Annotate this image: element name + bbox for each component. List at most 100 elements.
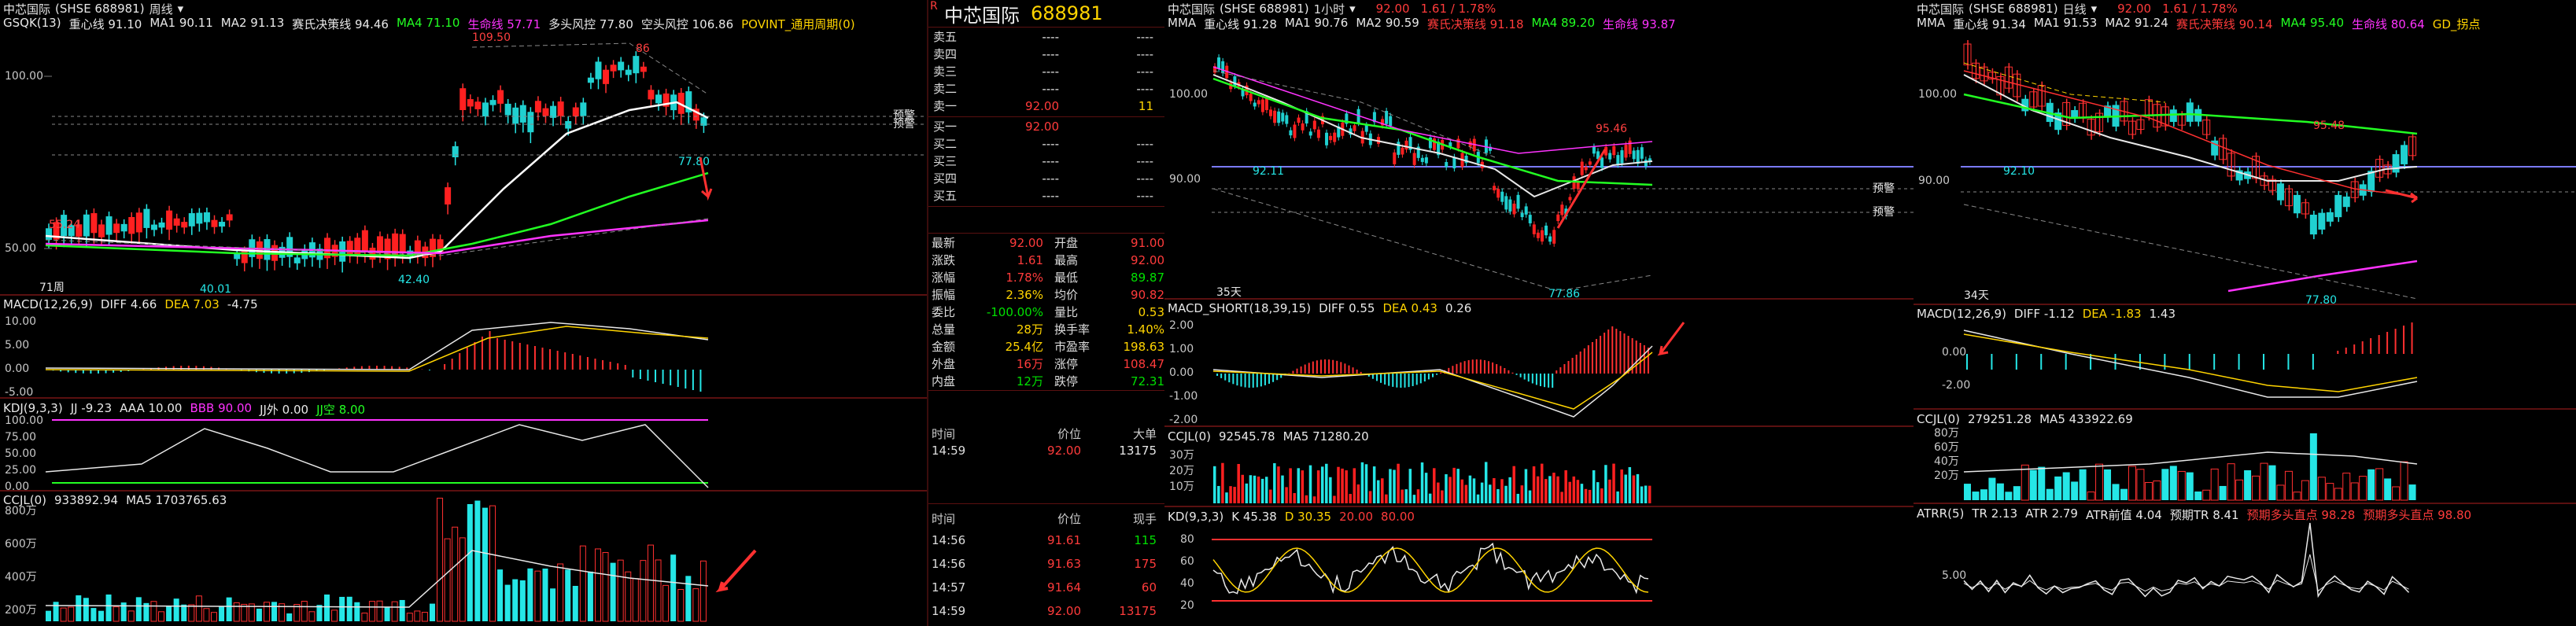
candle-body: [2334, 194, 2342, 218]
chevron-down-icon[interactable]: ▾: [177, 2, 184, 16]
column-header: 价位: [1057, 426, 1081, 441]
trade-time: 14:59: [932, 444, 966, 458]
chevron-down-icon[interactable]: ▾: [2091, 2, 2098, 16]
candle-body: [1980, 66, 1988, 82]
volume-bar: [2392, 486, 2401, 501]
candle-body: [1584, 167, 1588, 171]
candle-body: [474, 101, 482, 109]
volume-bar: [1412, 495, 1416, 503]
volume-bar: [1497, 488, 1500, 503]
stock-name: 中芯国际: [1168, 2, 1216, 17]
volume-bar: [1592, 470, 1596, 503]
period-selector[interactable]: 日线: [2062, 2, 2087, 17]
tick-row: 14:56 91.61 115: [928, 532, 1164, 549]
candle-body: [1592, 146, 1596, 154]
volume-bar: [1456, 469, 1460, 503]
volume-bar: [241, 603, 248, 622]
lifeline: [1212, 66, 1653, 154]
trade-time: 14:57: [932, 580, 966, 595]
macd-item: DEA 0.43: [1382, 301, 1437, 315]
volume-bar: [474, 500, 481, 621]
stat-value: 28万: [1016, 322, 1043, 337]
period-selector[interactable]: 周线: [149, 2, 173, 17]
bid-row: 买五 ---- ----: [928, 187, 1155, 204]
chart-title-bar: 中芯国际 (SHSE 688981) 1小时 ▾ 92.00 1.61 / 1.7…: [1164, 0, 1914, 17]
volume-bar: [1428, 493, 1432, 503]
chart-title-bar: 中芯国际 (SHSE 688981) 日线 ▾ 92.00 1.61 / 1.78…: [1914, 0, 2576, 17]
chevron-down-icon[interactable]: ▾: [1349, 2, 1356, 16]
candle-body: [2342, 196, 2350, 208]
weekly-chart-panel[interactable]: 中芯国际 (SHSE 688981) 周线 ▾ GSQK(13) 重心线 91.1…: [0, 0, 928, 626]
volume-bar: [2375, 468, 2384, 501]
candle-body: [437, 239, 444, 252]
volume-bar: [1297, 468, 1301, 503]
candle-body: [1285, 115, 1289, 124]
stat-value: 198.63: [1123, 339, 1165, 354]
volume-tick: 800万: [5, 505, 37, 517]
indicator-item: GSQK(13): [3, 16, 61, 30]
volume-bar: [1353, 468, 1356, 503]
candle-body: [1963, 43, 1972, 66]
candle-body: [1249, 94, 1253, 101]
volume-bar: [2169, 466, 2177, 500]
indicator-item: 重心线 91.28: [1204, 17, 1277, 31]
ma-line: [45, 101, 709, 260]
indicator-item: 赛氏决策线 91.18: [1426, 17, 1524, 31]
volume-bar: [617, 559, 624, 622]
volume-bar: [2244, 470, 2252, 500]
volume-bar: [1500, 479, 1504, 503]
volume-bar: [610, 562, 616, 621]
daily-chart-panel[interactable]: 中芯国际 (SHSE 688981) 日线 ▾ 92.00 1.61 / 1.78…: [1914, 0, 2576, 626]
indicator-item: 重心线 91.10: [68, 17, 142, 31]
volume-bar: [1449, 477, 1452, 503]
daily-chart-canvas[interactable]: 100.00 90.00 95.48 92.10 77.80 34天 0.00 -2.00 80…: [1914, 0, 2576, 626]
ask-price: 92.00: [1025, 98, 1059, 113]
ask-price: ----: [1042, 64, 1059, 79]
period-selector[interactable]: 1小时: [1313, 2, 1345, 17]
candle-body: [1316, 129, 1320, 138]
hourly-chart-canvas[interactable]: 100.0090.00预警预警95.4692.1177.8635天2.001.0…: [1164, 0, 1914, 626]
price-indicator-legend: MMA 重心线 91.28 MA1 90.76 MA2 90.59 赛氏决策线 91.1…: [1168, 16, 1676, 32]
column-header: 时间: [932, 511, 956, 526]
volume-bar: [2202, 489, 2211, 501]
indicator-item: GD_拐点: [2432, 17, 2481, 31]
candle-body: [482, 102, 489, 117]
candle-body: [534, 101, 541, 112]
volume-bar: [489, 505, 496, 622]
volume-bar: [120, 602, 127, 621]
volume-tick: 10万: [1169, 481, 1194, 493]
candle-body: [1433, 138, 1436, 150]
candle-body: [377, 236, 383, 253]
volume-bar: [1233, 487, 1236, 503]
stat-label: 最高: [1054, 253, 1078, 267]
atr-item: TR 2.13: [1972, 506, 2018, 521]
indicator-item: MA4 71.10: [396, 16, 460, 30]
candle-body: [557, 101, 564, 116]
candle-body: [83, 214, 90, 237]
price-label: 86: [636, 42, 650, 55]
volume-bar: [399, 599, 405, 621]
macd-item: 1.43: [2149, 307, 2176, 321]
volume-bar: [2194, 491, 2202, 500]
indicator-item: MMA: [1917, 16, 1946, 30]
candle-body: [181, 222, 188, 228]
stat-label: 涨跌: [932, 253, 956, 267]
candle-body: [2284, 188, 2293, 207]
macd-tick: 1.00: [1169, 343, 1194, 355]
volume-bar: [98, 610, 104, 621]
volume-bar: [2112, 484, 2120, 500]
volume-bar: [459, 537, 466, 622]
bid-label: 买五: [933, 189, 958, 203]
volume-bar: [1253, 475, 1257, 503]
kd-item: 80.00: [1381, 510, 1415, 524]
indicator-item: 赛氏决策线 94.46: [292, 17, 389, 31]
hourly-chart-panel[interactable]: 中芯国际 (SHSE 688981) 1小时 ▾ 92.00 1.61 / 1.7…: [1164, 0, 1915, 626]
volume-bar: [1588, 489, 1592, 503]
candle-body: [595, 61, 602, 79]
price-label: 95.48: [2313, 120, 2345, 132]
tick-row: 14:59 92.00 13175: [928, 602, 1164, 620]
candle-body: [1325, 132, 1329, 145]
volume-bar: [1544, 479, 1548, 503]
volume-bar: [2252, 475, 2260, 501]
